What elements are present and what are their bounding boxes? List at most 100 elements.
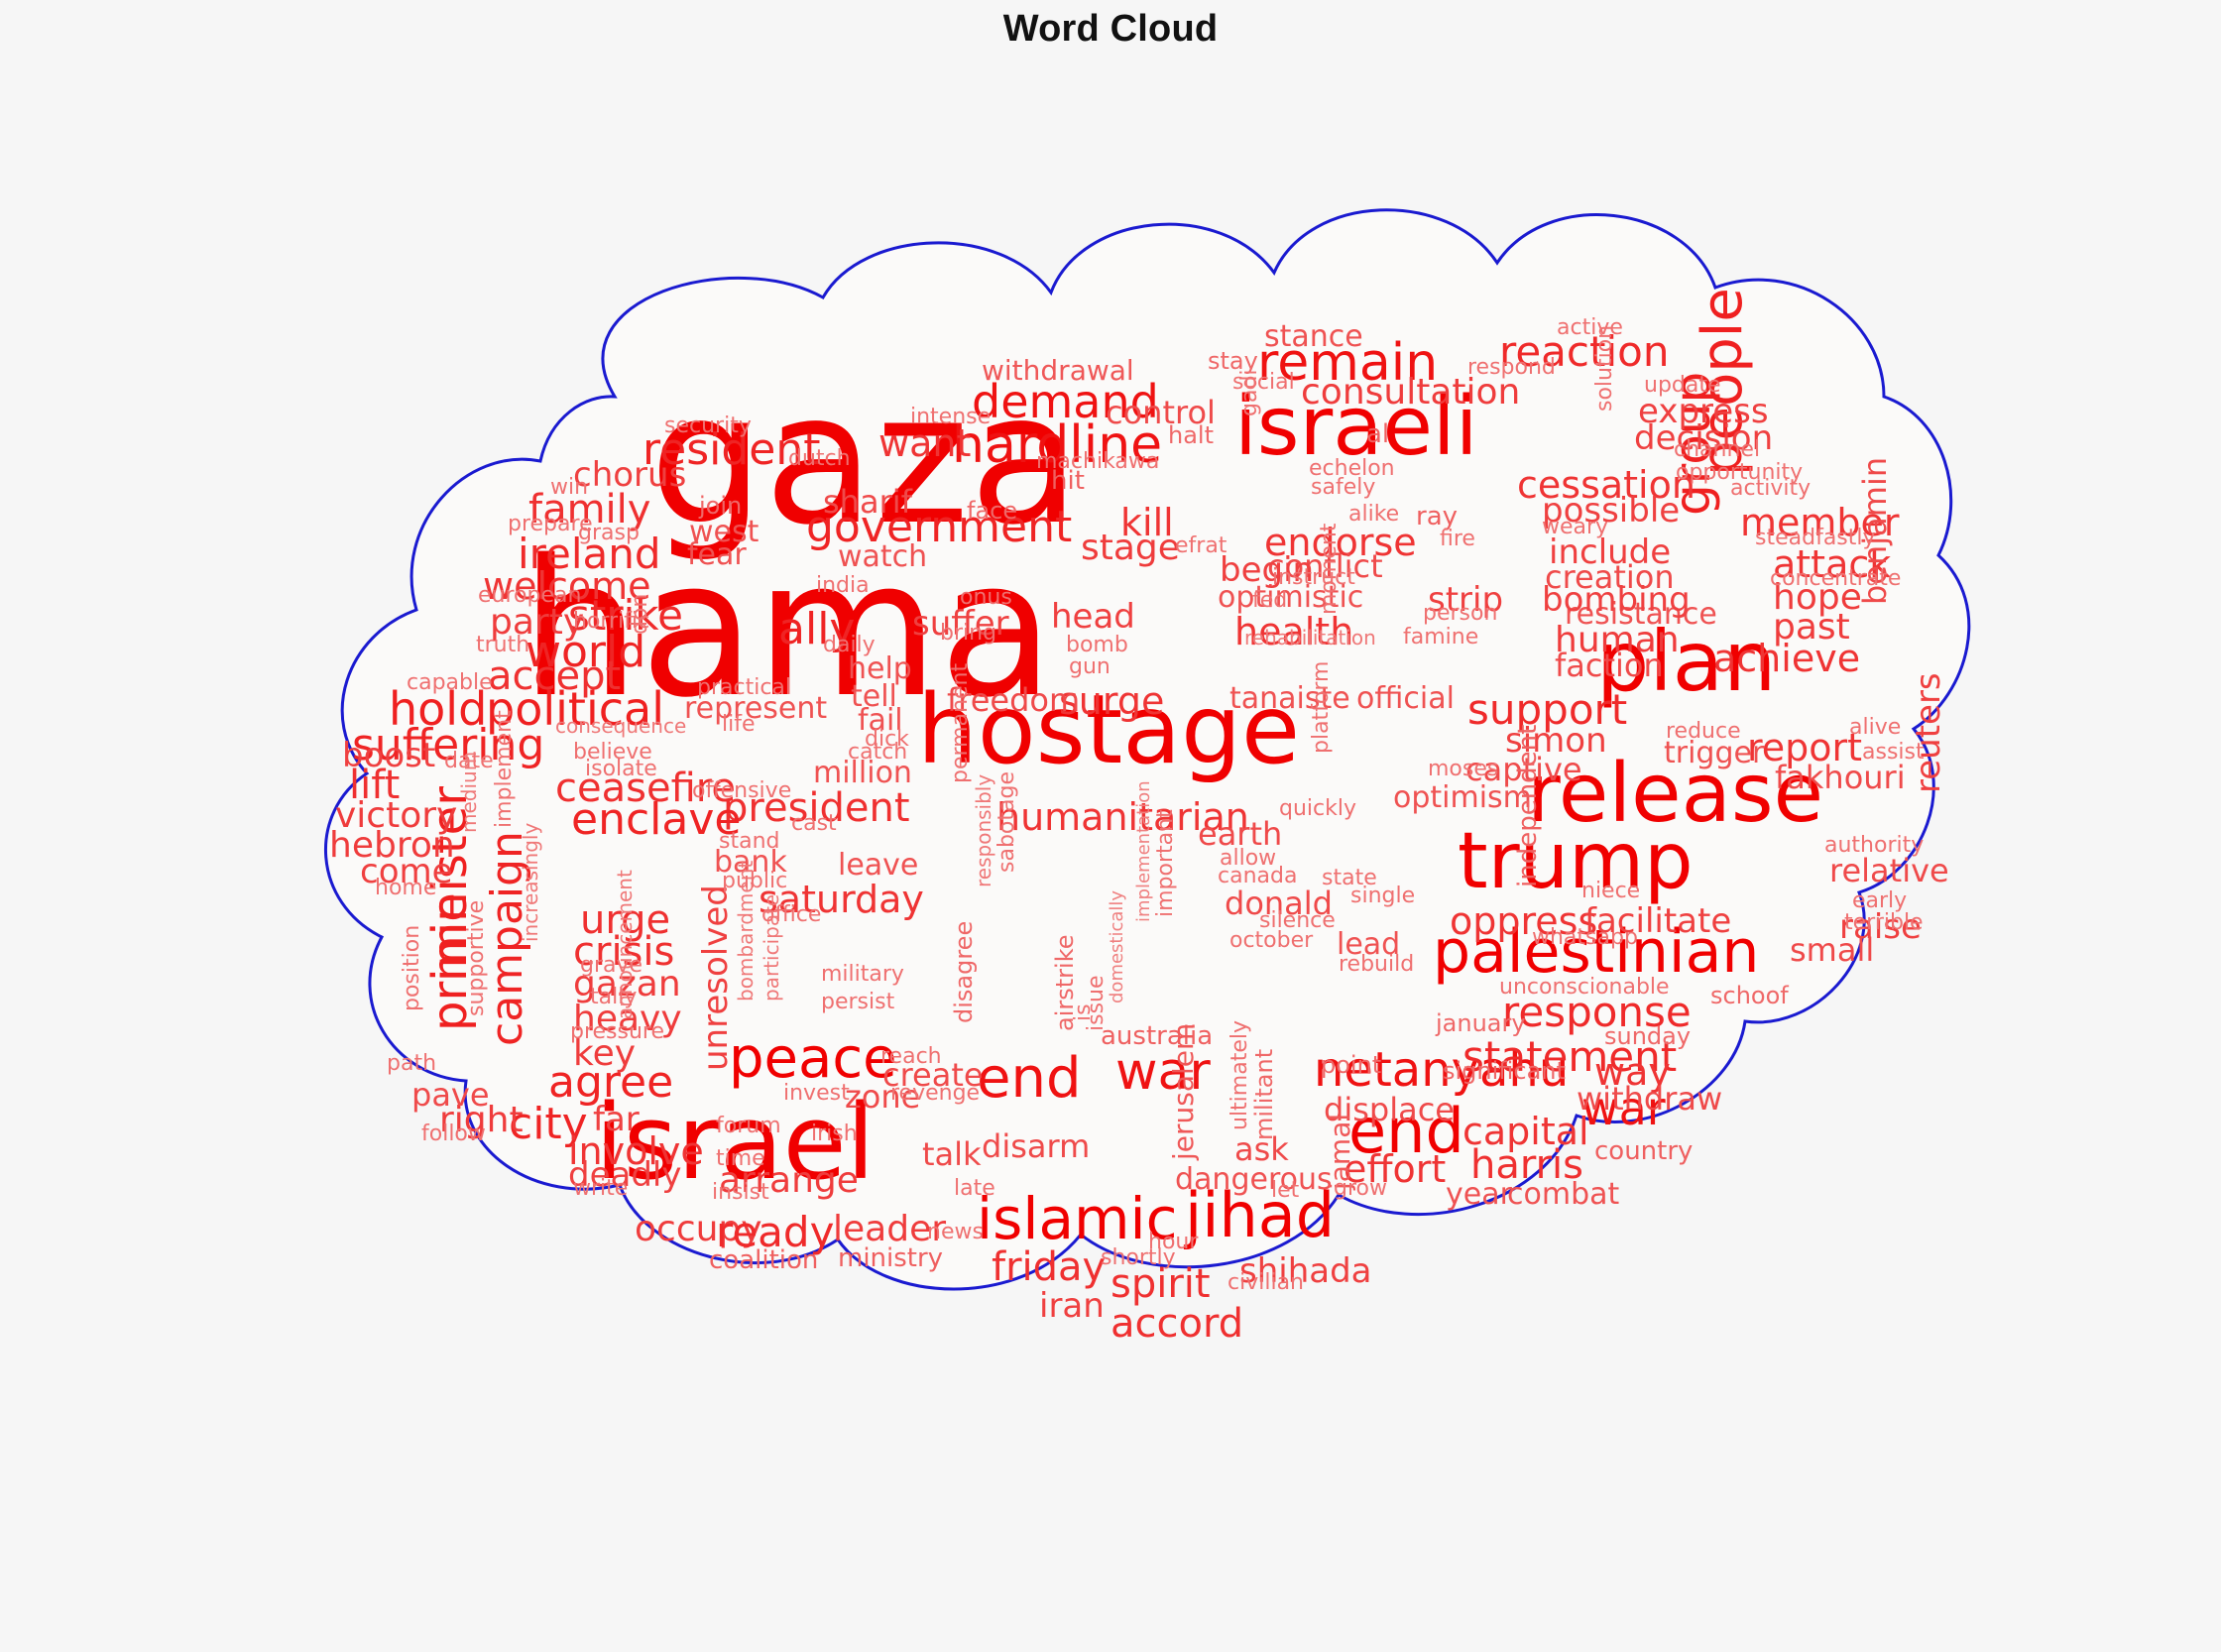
word-cloud-term: donald [1225, 885, 1333, 922]
word-cloud-term: active [1557, 315, 1623, 340]
word-cloud-term: hebron [329, 825, 455, 866]
word-cloud-term: bring [940, 621, 997, 646]
word-cloud-term: join [699, 492, 743, 520]
word-cloud-term: head [1051, 597, 1135, 637]
word-cloud-term: saturday [759, 878, 924, 921]
word-cloud-term: fear [687, 537, 747, 572]
word-cloud-term: hour [1148, 1230, 1199, 1254]
word-cloud-term: respond [1467, 355, 1556, 380]
word-cloud-term: lead [1337, 927, 1401, 962]
word-cloud-term: fire [1440, 527, 1475, 551]
word-cloud-term: follow [421, 1121, 486, 1146]
word-cloud-term: sunday [1604, 1022, 1692, 1050]
word-cloud-term: onus [960, 585, 1012, 610]
word-cloud-term: opportunity [1676, 460, 1804, 485]
word-cloud-term: schoof [1710, 982, 1789, 1009]
word-cloud-term: office [761, 902, 822, 927]
word-cloud-term: offensive [692, 778, 792, 803]
word-cloud-term: sabotage [994, 771, 1019, 873]
word-cloud-term: harris [1470, 1142, 1584, 1188]
word-cloud-term: prepare [508, 512, 593, 536]
word-cloud-term: pressure [570, 1019, 665, 1044]
word-cloud-term: concentrate [1770, 566, 1902, 591]
word-cloud-term: far [593, 1100, 640, 1139]
word-cloud-term: al [1366, 419, 1390, 449]
word-cloud-term: person [1423, 601, 1498, 626]
word-cloud-term: consequence [555, 714, 687, 738]
word-cloud-term: stay [1208, 347, 1258, 375]
word-cloud-term: persist [821, 990, 895, 1014]
word-cloud-term: jihad [1185, 1179, 1336, 1251]
word-cloud-term: netanyahu [1314, 1042, 1570, 1098]
word-cloud-term: suffer [912, 604, 1009, 644]
word-cloud-term: right [439, 1100, 524, 1140]
word-cloud-term: instruct [1272, 565, 1355, 590]
word-cloud-term: alike [1348, 502, 1400, 527]
word-cloud-term: reaction [1499, 327, 1670, 376]
word-cloud-term: catch [848, 740, 908, 765]
word-cloud-term: late [954, 1176, 995, 1201]
word-cloud-term: news [927, 1220, 984, 1244]
word-cloud-term: welcome [483, 564, 651, 608]
word-cloud-term: reach [880, 1044, 942, 1069]
word-cloud-term: point [1321, 1051, 1382, 1079]
word-cloud-term: militant [1250, 1048, 1278, 1140]
word-cloud-term: accept [488, 653, 622, 699]
word-cloud-term: halt [1168, 421, 1214, 449]
word-cloud-term: gaza [649, 354, 1081, 564]
word-cloud-term: isolate [585, 757, 657, 781]
word-cloud-term: gadi [1237, 369, 1262, 416]
word-cloud-term: boost [342, 736, 436, 775]
word-cloud-term: famine [1403, 625, 1479, 649]
word-cloud-term: small [1790, 931, 1875, 969]
word-cloud-term: gazan [573, 964, 681, 1004]
word-cloud-term: release [1527, 747, 1824, 841]
word-cloud-term: india [816, 573, 870, 598]
word-cloud-term: displace [1324, 1091, 1455, 1128]
word-cloud-term: reuters [1909, 672, 1948, 793]
word-cloud-term: whatsapp [1532, 925, 1638, 950]
word-cloud-term: possible [1542, 491, 1681, 531]
word-cloud-term: trump [1458, 817, 1694, 906]
word-cloud-term: represent [684, 691, 828, 726]
word-cloud-term: decision [1634, 418, 1774, 458]
word-cloud-term: path [387, 1051, 437, 1076]
word-cloud-term: horrific [573, 609, 650, 634]
word-cloud-term: come [360, 852, 453, 891]
word-cloud-term: way [1594, 1050, 1671, 1094]
word-cloud-term: leave [838, 848, 919, 883]
word-cloud-term: israel [595, 1082, 876, 1203]
word-cloud-term: lift [349, 763, 401, 808]
word-cloud-term: world [526, 627, 646, 677]
word-cloud-term: conflict [1267, 547, 1383, 585]
word-cloud-term: withdraw [1577, 1080, 1723, 1118]
word-cloud-term: european [478, 583, 582, 608]
word-cloud-term: attack [1773, 542, 1892, 586]
word-cloud-term: family [528, 487, 651, 532]
word-cloud-term: security [664, 413, 752, 438]
word-cloud-term: dutch [788, 446, 851, 471]
word-cloud-term: grave [580, 953, 643, 978]
word-cloud-term: west [689, 515, 760, 549]
word-cloud-term: bank [714, 845, 787, 880]
word-cloud-term: war [1115, 1042, 1211, 1102]
word-cloud-term: cast [791, 811, 837, 836]
word-cloud-term: platform [1309, 660, 1334, 754]
word-cloud-term: hit [1051, 466, 1085, 496]
word-cloud-term: grow [1334, 1176, 1387, 1201]
word-cloud-term: jerusalem [1167, 1022, 1200, 1160]
word-cloud-term: official [1356, 681, 1455, 716]
word-cloud-term: australia [1101, 1021, 1214, 1051]
word-cloud-term: disarm [982, 1127, 1091, 1165]
word-cloud-term: machikawa [1036, 449, 1160, 474]
word-cloud-term: rehabilitation [1244, 626, 1376, 649]
word-cloud-term: want [878, 421, 972, 465]
word-cloud-term: chorus [573, 455, 687, 495]
word-cloud-term: moment [1317, 523, 1342, 615]
word-cloud-term: kill [1120, 501, 1174, 544]
word-cloud-term: intense [910, 405, 992, 429]
word-cloud-term: early [1852, 888, 1908, 913]
word-cloud-term: face [967, 497, 1018, 525]
word-cloud-term: allow [1220, 846, 1277, 871]
